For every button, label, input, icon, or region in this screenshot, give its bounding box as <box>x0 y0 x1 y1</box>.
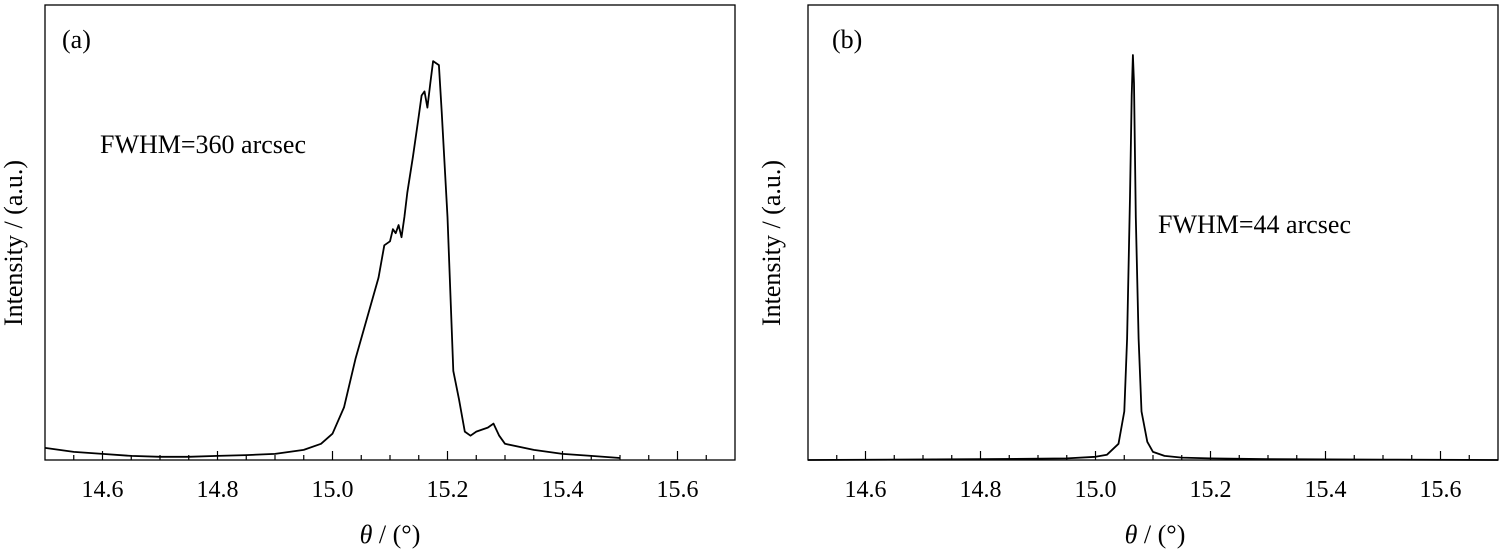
x-tick-label: 15.0 <box>1075 477 1117 503</box>
x-axis-label-b: θ / (°) <box>1125 520 1186 549</box>
x-tick-labels-a: 14.6 14.8 15.0 15.2 15.4 15.6 <box>82 477 699 503</box>
x-axis-unit-b: / (°) <box>1137 520 1185 549</box>
x-tick-labels-b: 14.6 14.8 15.0 15.2 15.4 15.6 <box>845 477 1462 503</box>
x-tick-label: 15.6 <box>657 477 699 503</box>
panel-b: (b) FWHM=44 arcsec Intensity / (a.u.) θ … <box>757 4 1499 549</box>
plot-frame-a <box>44 4 736 461</box>
fwhm-annotation-a: FWHM=360 arcsec <box>100 130 306 159</box>
x-tick-label: 15.4 <box>1305 477 1347 503</box>
x-tick-label: 15.6 <box>1420 477 1462 503</box>
x-tick-label: 14.6 <box>845 477 887 503</box>
x-tick-label: 15.0 <box>312 477 354 503</box>
series-line-a <box>44 60 621 459</box>
x-axis-symbol-a: θ <box>360 520 373 549</box>
x-tick-label: 14.6 <box>82 477 124 503</box>
panel-label-a: (a) <box>62 25 91 54</box>
x-tick-label: 15.2 <box>427 477 469 503</box>
x-ticks-a <box>73 451 707 460</box>
fwhm-annotation-b: FWHM=44 arcsec <box>1158 210 1351 239</box>
x-tick-label: 14.8 <box>960 477 1002 503</box>
x-tick-label: 14.8 <box>197 477 239 503</box>
x-tick-label: 15.2 <box>1190 477 1232 503</box>
y-axis-label-b: Intensity / (a.u.) <box>757 160 786 326</box>
x-axis-label-a: θ / (°) <box>360 520 421 549</box>
x-axis-symbol-b: θ <box>1125 520 1138 549</box>
x-tick-label: 15.4 <box>542 477 584 503</box>
y-axis-label-a: Intensity / (a.u.) <box>0 160 28 326</box>
panel-label-b: (b) <box>832 25 862 54</box>
panel-a: (a) FWHM=360 arcsec Intensity / (a.u.) θ… <box>0 4 736 549</box>
x-axis-unit-a: / (°) <box>372 520 420 549</box>
series-line-b <box>807 54 1499 461</box>
plot-frame-b <box>807 4 1499 461</box>
